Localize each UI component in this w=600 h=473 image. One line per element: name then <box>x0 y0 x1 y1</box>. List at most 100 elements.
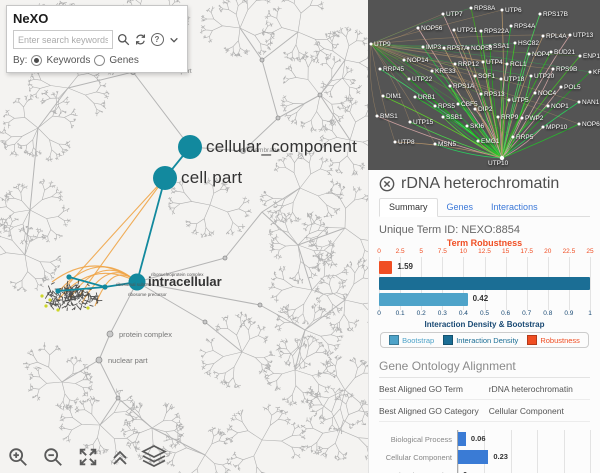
gene-node-label[interactable]: HSC82 <box>518 40 539 47</box>
gene-node-dot[interactable] <box>520 116 524 120</box>
gene-node-label[interactable]: SSA1 <box>493 43 510 50</box>
gene-node-dot[interactable] <box>473 74 477 78</box>
gene-node-dot[interactable] <box>433 104 437 108</box>
gene-node-dot[interactable] <box>500 8 504 12</box>
gene-node-dot[interactable] <box>473 107 477 111</box>
gene-node-dot[interactable] <box>577 100 581 104</box>
zoom-out-icon[interactable] <box>42 446 64 468</box>
chevron-down-icon[interactable] <box>167 33 181 47</box>
gene-node-dot[interactable] <box>481 60 485 64</box>
help-icon[interactable]: ? <box>150 33 164 47</box>
fit-to-screen-icon[interactable] <box>77 446 99 468</box>
gene-node-dot[interactable] <box>453 62 457 66</box>
gene-node-label[interactable]: NOC4 <box>538 90 557 97</box>
gene-node-dot[interactable] <box>421 45 425 49</box>
node-label-protein-complex[interactable]: protein complex <box>119 330 172 339</box>
gene-node-label[interactable]: UTP22 <box>412 76 433 83</box>
gene-node-dot[interactable] <box>568 33 572 37</box>
close-icon[interactable] <box>379 176 395 192</box>
cluster-label[interactable]: ribonucleoprotein complex <box>151 272 204 277</box>
gene-node-dot[interactable] <box>549 50 553 54</box>
go-score-bar[interactable] <box>458 450 489 464</box>
gene-node-label[interactable]: PWP2 <box>525 115 544 122</box>
tab-summary[interactable]: Summary <box>379 198 438 217</box>
gene-node-dot[interactable] <box>466 46 470 50</box>
gene-node-label[interactable]: UTP9 <box>374 41 391 48</box>
gene-node-label[interactable]: RPS22A <box>484 28 509 35</box>
gene-node-dot[interactable] <box>511 135 515 139</box>
gene-node-label[interactable]: SSB1 <box>446 114 463 121</box>
gene-node-dot[interactable] <box>416 26 420 30</box>
legend-item[interactable]: Robustness <box>527 335 580 345</box>
gene-node-label[interactable]: UTP20 <box>534 73 555 80</box>
gene-node-label[interactable]: UTP18 <box>504 76 525 83</box>
gene-node-label[interactable]: UTP21 <box>457 27 478 34</box>
gene-node-label[interactable]: NAN1 <box>582 99 600 106</box>
gene-node-label[interactable]: RPS13 <box>484 91 505 98</box>
gene-node-dot[interactable] <box>378 67 382 71</box>
gene-node-dot[interactable] <box>513 41 517 45</box>
gene-node-dot[interactable] <box>559 85 563 89</box>
tab-interactions[interactable]: Interactions <box>491 202 538 212</box>
gene-node-label[interactable]: NOP1 <box>551 103 569 110</box>
gene-node-dot[interactable] <box>452 28 456 32</box>
gene-node-label[interactable]: RCL1 <box>510 61 527 68</box>
radio-keywords-label[interactable]: Keywords <box>46 55 91 66</box>
gene-node-label[interactable]: KRR1 <box>593 69 600 76</box>
search-input[interactable] <box>13 30 113 49</box>
cluster-label[interactable]: ribosome precursor <box>128 292 167 297</box>
gene-node-label[interactable]: RPS1A <box>453 83 475 90</box>
interaction-network-panel[interactable]: RPS8A UTP6 RPS17B UTP7 NOP56 UTP21 RPS22A RPS4A… <box>368 0 600 170</box>
gene-node-dot[interactable] <box>588 70 592 74</box>
robustness-bar[interactable] <box>379 261 393 274</box>
gene-node-dot[interactable] <box>488 44 492 48</box>
gene-node-label[interactable]: UTP15 <box>413 119 434 126</box>
gene-node-dot[interactable] <box>578 54 582 58</box>
gene-node-label[interactable]: DIM1 <box>386 93 402 100</box>
gene-node-label[interactable]: UTP4 <box>486 59 503 66</box>
gene-node-label[interactable]: UTP13 <box>573 32 594 39</box>
interaction-density-bar[interactable] <box>379 277 590 290</box>
legend-item[interactable]: Interaction Density <box>443 335 518 345</box>
gene-node-dot[interactable] <box>393 140 397 144</box>
gene-node-dot[interactable] <box>541 34 545 38</box>
zoom-in-icon[interactable] <box>7 446 29 468</box>
gene-node-dot[interactable] <box>456 102 460 106</box>
gene-node-label[interactable]: RRP9 <box>501 114 519 121</box>
radio-genes-label[interactable]: Genes <box>109 55 139 66</box>
node-label-cell-part[interactable]: cell part <box>181 168 243 187</box>
gene-node-label[interactable]: NOP4 <box>532 51 550 58</box>
gene-node-label[interactable]: RRP45 <box>383 66 404 73</box>
gene-node-dot[interactable] <box>413 95 417 99</box>
gene-node-label[interactable]: BMS1 <box>380 113 398 120</box>
gene-node-dot[interactable] <box>469 6 473 10</box>
gene-node-label[interactable]: UTP7 <box>446 11 463 18</box>
gene-node-dot[interactable] <box>402 58 406 62</box>
gene-node-label[interactable]: RRP5 <box>516 134 534 141</box>
gene-node-dot[interactable] <box>433 142 437 146</box>
gene-node-dot[interactable] <box>381 94 385 98</box>
gene-node-label[interactable]: UTP10 <box>488 160 509 167</box>
gene-node-label[interactable]: POL5 <box>564 84 581 91</box>
legend-item[interactable]: Bootstrap <box>389 335 434 345</box>
tab-genes[interactable]: Genes <box>446 202 474 212</box>
node-label-cellular-component[interactable]: cellular_component <box>206 137 358 156</box>
gene-node-label[interactable]: RPS4A <box>514 23 536 30</box>
node-label-intracellular[interactable]: intracellular <box>148 274 222 289</box>
gene-node-label[interactable]: RPL4A <box>546 33 567 40</box>
gene-node-label[interactable]: IMP3 <box>426 44 442 51</box>
cluster-label[interactable]: ribosomal subunit <box>116 282 152 287</box>
gene-node-dot[interactable] <box>369 42 373 46</box>
bootstrap-bar[interactable] <box>379 293 468 306</box>
gene-node-label[interactable]: KRE33 <box>435 68 456 75</box>
gene-node-label[interactable]: UTP5 <box>512 97 529 104</box>
gene-node-label[interactable]: NOP6 <box>582 121 600 128</box>
gene-node-dot[interactable] <box>541 125 545 129</box>
gene-node-dot[interactable] <box>496 115 500 119</box>
gene-node-dot[interactable] <box>507 98 511 102</box>
node-label-nuclear-part[interactable]: nuclear part <box>108 356 148 365</box>
go-score-bar[interactable] <box>458 432 466 446</box>
gene-node-label[interactable]: RRP12 <box>458 61 479 68</box>
gene-node-dot[interactable] <box>476 139 480 143</box>
gene-node-label[interactable]: BUD21 <box>554 49 575 56</box>
